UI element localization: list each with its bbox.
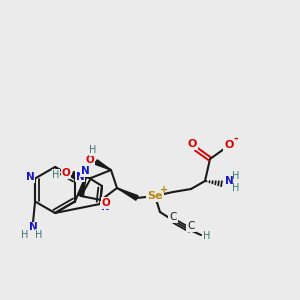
Text: N: N: [29, 223, 38, 232]
Text: O: O: [85, 155, 94, 165]
Text: O: O: [187, 139, 197, 149]
Text: N: N: [81, 166, 89, 176]
Text: Se: Se: [147, 191, 163, 201]
Text: H: H: [52, 170, 60, 180]
Polygon shape: [95, 160, 111, 170]
Text: N: N: [26, 172, 34, 182]
Text: C: C: [187, 221, 195, 231]
Polygon shape: [117, 188, 138, 200]
Text: C: C: [169, 212, 177, 222]
Text: H: H: [232, 183, 240, 193]
Text: +: +: [160, 185, 168, 195]
Text: H: H: [203, 231, 211, 241]
Text: N: N: [225, 176, 233, 186]
Polygon shape: [73, 172, 91, 178]
Text: O: O: [102, 198, 110, 208]
Text: N: N: [100, 202, 109, 212]
Text: H: H: [35, 230, 43, 239]
Text: H: H: [21, 230, 29, 239]
Polygon shape: [79, 176, 86, 196]
Text: H: H: [232, 171, 240, 181]
Text: N: N: [76, 172, 84, 182]
Text: H: H: [89, 145, 97, 155]
Text: O: O: [224, 140, 234, 150]
Text: -: -: [234, 134, 238, 144]
Text: O: O: [61, 168, 70, 178]
